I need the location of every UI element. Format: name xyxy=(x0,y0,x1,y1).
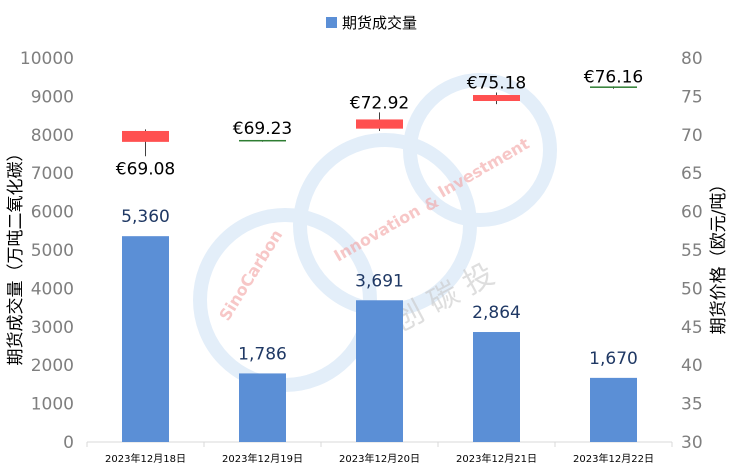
y-left-tick-label: 2000 xyxy=(31,356,74,376)
volume-bar xyxy=(239,373,286,442)
watermark-text-cn: 创 碳 投 xyxy=(387,257,500,339)
y-right-axis-title: 期货价格（欧元/吨） xyxy=(709,176,729,335)
y-left-tick-label: 6000 xyxy=(31,203,74,223)
y-right-tick-label: 30 xyxy=(681,433,703,453)
y-right-tick-label: 55 xyxy=(681,241,703,261)
volume-data-label: 1,670 xyxy=(589,349,638,369)
volume-data-label: 3,691 xyxy=(355,271,404,291)
y-right-tick-label: 80 xyxy=(681,49,703,69)
price-candle-body xyxy=(473,95,520,102)
x-tick-label: 2023年12月19日 xyxy=(222,452,303,465)
volume-bar xyxy=(590,377,637,442)
y-left-tick-label: 0 xyxy=(63,433,74,453)
y-left-tick-label: 7000 xyxy=(31,164,74,184)
price-candle-body xyxy=(356,119,403,129)
legend-swatch xyxy=(326,17,337,28)
price-data-label: €75.18 xyxy=(467,74,526,94)
price-data-label: €72.92 xyxy=(350,93,409,113)
y-left-tick-label: 1000 xyxy=(31,395,74,415)
x-tick-label: 2023年12月18日 xyxy=(105,452,186,465)
volume-bar xyxy=(473,332,520,442)
volume-data-label: 2,864 xyxy=(472,303,521,323)
price-candle-body xyxy=(590,86,637,88)
y-right-tick-label: 45 xyxy=(681,318,703,338)
y-right-tick-label: 75 xyxy=(681,87,703,107)
price-candle-body xyxy=(122,130,169,142)
x-tick-label: 2023年12月22日 xyxy=(573,452,654,465)
price-data-label: €69.08 xyxy=(116,159,175,179)
volume-data-label: 1,786 xyxy=(238,344,287,364)
price-data-label: €76.16 xyxy=(584,67,643,87)
volume-bar xyxy=(122,236,169,442)
y-right-tick-label: 50 xyxy=(681,279,703,299)
axes: 0 1000 2000 3000 4000 5000 6000 7000 8000 9000 100… xyxy=(20,49,703,465)
candles: €69.08 €69.23 €72.92 €75.18 €76.16 xyxy=(116,67,643,179)
price-candle-body xyxy=(239,139,286,142)
y-left-tick-label: 8000 xyxy=(31,126,74,146)
y-right-tick-label: 65 xyxy=(681,164,703,184)
bars: 5,360 1,786 3,691 2,864 1,670 xyxy=(121,207,638,442)
y-right-tick-label: 40 xyxy=(681,356,703,376)
y-left-tick-label: 3000 xyxy=(31,318,74,338)
watermark-ring-right xyxy=(403,73,557,227)
legend: 期货成交量 xyxy=(326,14,417,32)
price-data-label: €69.23 xyxy=(233,119,292,139)
legend-label: 期货成交量 xyxy=(342,14,417,32)
y-left-tick-label: 5000 xyxy=(31,241,74,261)
x-tick-label: 2023年12月20日 xyxy=(339,452,420,465)
y-right-tick-label: 60 xyxy=(681,203,703,223)
y-left-tick-label: 9000 xyxy=(31,87,74,107)
y-right-tick-label: 35 xyxy=(681,395,703,415)
y-left-tick-label: 10000 xyxy=(20,49,74,69)
volume-bar xyxy=(356,300,403,442)
y-left-tick-label: 4000 xyxy=(31,279,74,299)
y-left-axis-title: 期货成交量（万吨二氧化碳） xyxy=(6,145,26,366)
x-tick-label: 2023年12月21日 xyxy=(456,452,537,465)
y-right-tick-label: 70 xyxy=(681,126,703,146)
volume-data-label: 5,360 xyxy=(121,207,170,227)
